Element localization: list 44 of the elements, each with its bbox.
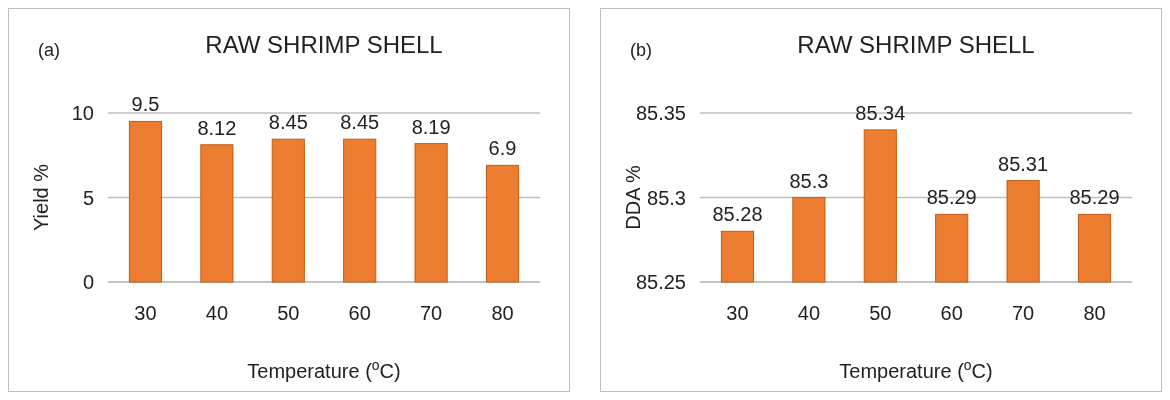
x-axis-title: Temperature ($^{o}$C) — [839, 357, 993, 382]
x-tick-label: 40 — [205, 302, 229, 324]
data-label: 85.34 — [855, 101, 906, 124]
bar — [200, 144, 234, 283]
bar — [343, 138, 377, 283]
x-axis-title: Temperature ($^{o}$C) — [247, 357, 401, 382]
x-tick-label: 80 — [491, 302, 514, 324]
data-label: 8.12 — [197, 116, 237, 139]
data-label: 85.31 — [998, 152, 1049, 175]
x-tick-label: 60 — [348, 302, 371, 324]
y-axis-title: Yield % — [30, 163, 52, 232]
text: (b) — [630, 40, 652, 60]
x-tick-label: 60 — [940, 302, 963, 324]
bar — [414, 143, 448, 283]
bar — [271, 138, 305, 283]
data-label: 8.45 — [340, 111, 380, 134]
data-label: 6.9 — [488, 137, 517, 160]
x-tick-label: 50 — [869, 302, 892, 324]
data-label: 85.28 — [712, 203, 763, 226]
y-tick-label: 10 — [71, 102, 94, 124]
y-tick-label: 85.25 — [635, 271, 686, 293]
data-label: 9.5 — [131, 93, 160, 116]
chart-title: RAW SHRIMP SHELL — [797, 31, 1035, 58]
text: (a) — [38, 40, 60, 60]
x-tick-label: 30 — [726, 302, 749, 324]
chart-title: RAW SHRIMP SHELL — [205, 31, 443, 58]
y-tick-label: 5 — [82, 186, 94, 209]
y-tick-label: 0 — [82, 271, 94, 293]
x-tick-label: 30 — [134, 302, 157, 324]
x-tick-label: 70 — [419, 302, 443, 324]
x-tick-label: 40 — [797, 302, 821, 324]
data-label: 8.45 — [268, 111, 308, 134]
x-tick-label: 80 — [1083, 302, 1106, 324]
y-axis-title: DDA % — [622, 165, 644, 230]
x-tick-label: 50 — [277, 302, 300, 324]
data-label: 85.29 — [1069, 186, 1120, 209]
y-tick-label: 85.35 — [635, 102, 686, 124]
x-tick-label: 70 — [1011, 302, 1035, 324]
data-label: 85.29 — [926, 186, 977, 209]
bar — [485, 164, 520, 283]
data-label: 85.3 — [789, 169, 829, 192]
bar — [128, 120, 163, 283]
data-label: 8.19 — [411, 115, 451, 138]
y-tick-label: 85.3 — [647, 186, 686, 209]
